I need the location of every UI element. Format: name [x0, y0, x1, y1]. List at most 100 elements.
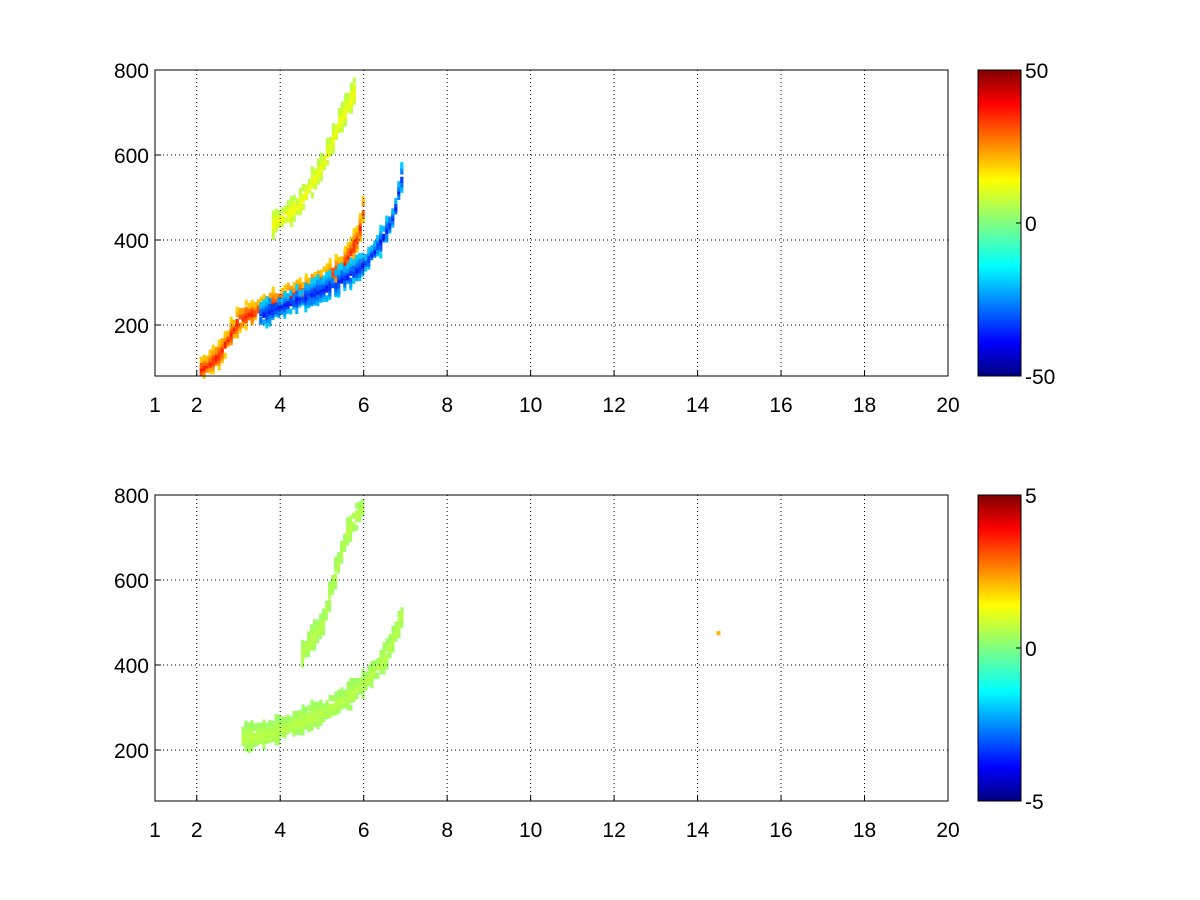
heatmap-cell — [313, 288, 317, 295]
feature-main-band — [241, 607, 404, 754]
heatmap-cell — [289, 297, 293, 304]
heatmap-cell — [352, 228, 356, 235]
heatmap-cell — [340, 124, 344, 130]
heatmap-cell — [325, 700, 329, 707]
heatmap-cell — [352, 253, 356, 260]
heatmap-cell — [232, 332, 236, 339]
heatmap-cell — [391, 630, 395, 637]
heatmap-cell — [367, 671, 371, 677]
heatmap-cell — [289, 215, 293, 222]
heatmap-cell — [355, 682, 359, 689]
heatmap-cell — [346, 534, 350, 541]
heatmap-cell — [217, 354, 221, 361]
heatmap-cell — [250, 720, 254, 727]
heatmap-cell — [340, 109, 344, 116]
heatmap-cell — [298, 298, 302, 305]
heatmap-cell — [340, 698, 344, 705]
y-tick-label: 600 — [114, 570, 149, 593]
heatmap-cell — [337, 108, 341, 115]
heatmap-cell — [343, 693, 347, 700]
heatmap-cell — [301, 183, 305, 190]
heatmap-cell — [307, 294, 311, 301]
heatmap-cell — [310, 166, 314, 173]
heatmap-cell — [262, 734, 266, 741]
heatmap-cell — [349, 277, 353, 284]
heatmap-cell — [325, 159, 329, 166]
heatmap-cell — [349, 682, 353, 689]
heatmap-cell — [400, 181, 404, 188]
heatmap-cell — [310, 278, 314, 285]
heatmap-cell — [277, 734, 281, 741]
heatmap-cell — [250, 310, 254, 317]
heatmap-cell — [394, 635, 398, 642]
heatmap-cell — [334, 581, 338, 588]
heatmap-cell — [385, 227, 389, 234]
heatmap-cell — [274, 302, 278, 309]
heatmap-cell — [301, 193, 305, 200]
heatmap-cell — [247, 747, 251, 754]
heatmap-cell — [298, 710, 302, 717]
heatmap-cell — [349, 687, 353, 694]
heatmap-cell — [331, 578, 335, 585]
heatmap-cell — [370, 675, 374, 682]
heatmap-cell — [334, 691, 338, 698]
heatmap-cell — [331, 583, 335, 590]
heatmap-cell — [313, 168, 317, 175]
heatmap-cell — [199, 362, 203, 369]
heatmap-cell — [253, 738, 257, 745]
heatmap-cell — [280, 719, 284, 726]
heatmap-cell — [343, 255, 347, 262]
heatmap-cell — [301, 660, 305, 667]
heatmap-cell — [379, 224, 383, 231]
top-y-ticks: 200 400 600 800 — [114, 60, 161, 338]
heatmap-cell — [325, 263, 329, 270]
heatmap-cell — [274, 293, 278, 300]
heatmap-cell — [286, 307, 290, 314]
heatmap-cell — [337, 566, 341, 573]
heatmap-cell — [208, 352, 212, 359]
heatmap-cell — [394, 198, 398, 204]
heatmap-cell — [319, 283, 323, 290]
heatmap-cell — [346, 253, 350, 260]
heatmap-cell — [328, 136, 332, 143]
heatmap-cell — [280, 214, 284, 221]
heatmap-cell — [385, 658, 389, 665]
heatmap-cell — [334, 573, 338, 580]
x-tick-label: 18 — [853, 819, 876, 842]
heatmap-cell — [331, 574, 335, 581]
heatmap-cell — [385, 638, 389, 645]
x-tick-label: 8 — [441, 394, 453, 417]
heatmap-cell — [391, 635, 395, 642]
heatmap-cell — [352, 245, 356, 251]
heatmap-cell — [223, 341, 227, 348]
heatmap-cell — [355, 237, 359, 244]
heatmap-cell — [274, 719, 278, 726]
heatmap-cell — [268, 298, 272, 304]
heatmap-cell — [358, 275, 362, 282]
heatmap-cell — [328, 281, 332, 288]
heatmap-cell — [346, 263, 350, 269]
heatmap-cell — [292, 711, 296, 718]
heatmap-cell — [340, 117, 344, 124]
heatmap-cell — [385, 645, 389, 652]
heatmap-cell — [388, 216, 392, 223]
heatmap-cell — [310, 274, 314, 280]
heatmap-cell — [268, 308, 272, 315]
heatmap-cell — [232, 328, 236, 335]
heatmap-cell — [370, 679, 374, 686]
heatmap-cell — [310, 298, 314, 305]
heatmap-cell — [373, 664, 377, 670]
heatmap-cell — [313, 183, 317, 190]
heatmap-cell — [331, 267, 335, 274]
heatmap-cell — [289, 285, 293, 292]
x-tick-label: 12 — [602, 394, 625, 417]
heatmap-cell — [292, 728, 296, 735]
heatmap-cell — [358, 229, 362, 236]
heatmap-cell — [262, 299, 266, 306]
heatmap-cell — [337, 282, 341, 289]
heatmap-cell — [397, 194, 401, 200]
heatmap-cell — [346, 525, 350, 532]
x-tick-label: 6 — [358, 394, 370, 417]
heatmap-cell — [280, 302, 284, 309]
heatmap-cell — [337, 264, 341, 271]
